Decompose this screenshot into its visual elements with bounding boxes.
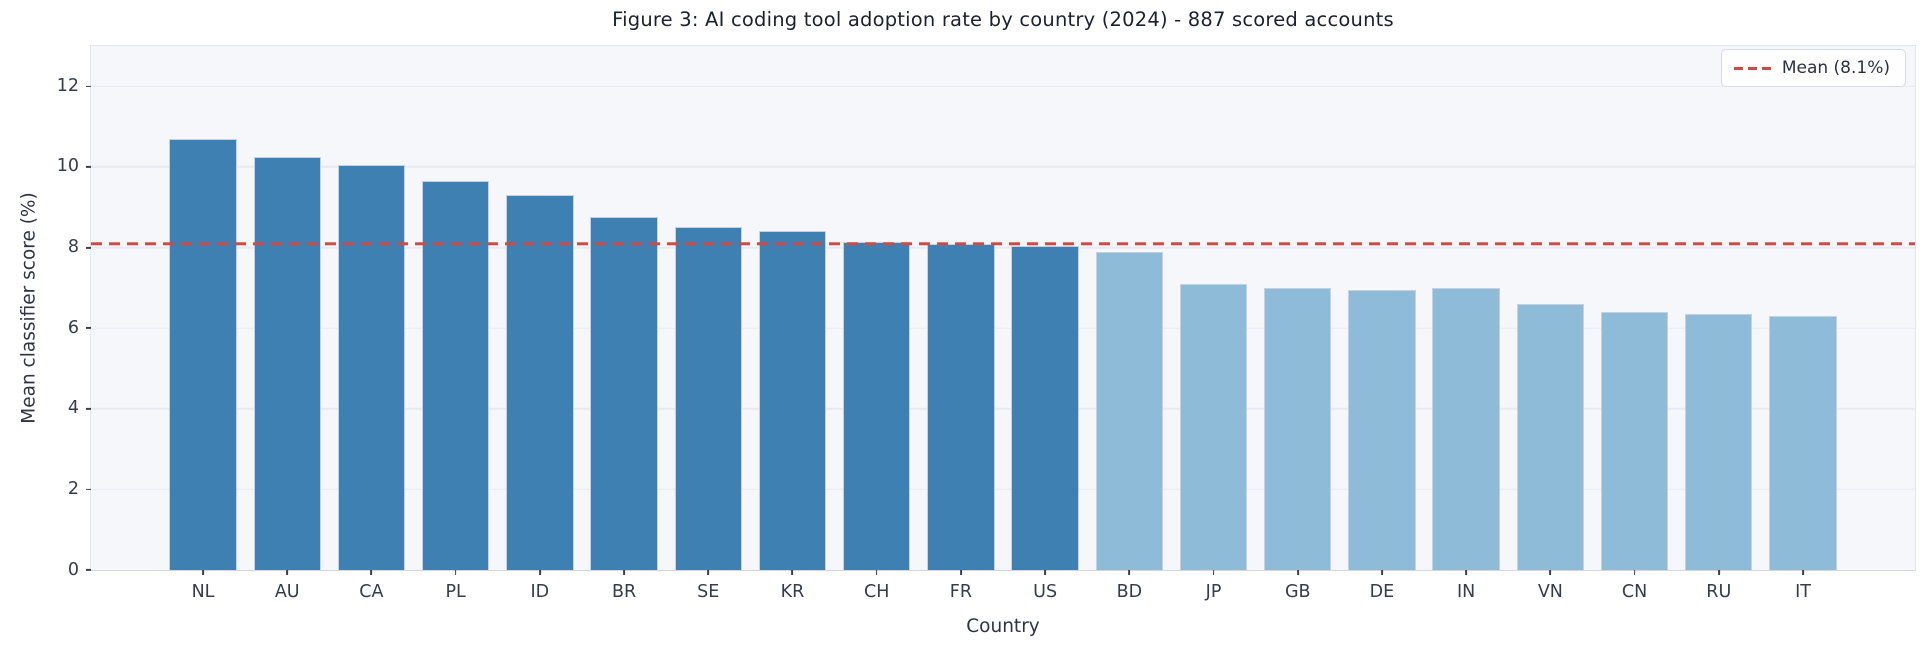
bar-BD bbox=[1095, 251, 1163, 570]
y-tick-label-12: 12 bbox=[56, 75, 79, 96]
bar-FR bbox=[927, 243, 995, 570]
x-tick-mark-BD bbox=[1128, 570, 1131, 575]
x-tick-label-GB: GB bbox=[1284, 582, 1311, 602]
x-tick-label-NL: NL bbox=[191, 582, 215, 602]
x-tick-label-DE: DE bbox=[1369, 582, 1395, 602]
chart-title: Figure 3: AI coding tool adoption rate b… bbox=[612, 8, 1394, 31]
x-tick-mark-KR bbox=[791, 570, 794, 575]
x-tick-label-KR: KR bbox=[780, 582, 805, 602]
bar-NL bbox=[169, 138, 237, 570]
y-axis-label: Mean classifier score (%) bbox=[18, 192, 40, 424]
x-tick-mark-NL bbox=[202, 570, 204, 575]
x-tick-mark-FR bbox=[959, 570, 962, 575]
y-tick-label-0: 0 bbox=[67, 559, 79, 580]
x-tick-label-IT: IT bbox=[1795, 582, 1811, 602]
bar-CN bbox=[1600, 312, 1669, 570]
x-tick-label-IN: IN bbox=[1457, 582, 1476, 602]
x-tick-label-SE: SE bbox=[697, 582, 720, 602]
bar-BR bbox=[590, 217, 658, 570]
x-tick-mark-BR bbox=[623, 570, 625, 575]
y-tick-label-8: 8 bbox=[67, 236, 79, 257]
y-tick-label-10: 10 bbox=[56, 156, 79, 177]
x-tick-label-BD: BD bbox=[1116, 582, 1143, 602]
gridline-y-4 bbox=[91, 408, 1915, 410]
x-tick-label-AU: AU bbox=[274, 582, 300, 602]
gridline-y-10 bbox=[91, 166, 1915, 168]
x-tick-label-CH: CH bbox=[863, 582, 890, 602]
bar-IT bbox=[1769, 316, 1837, 570]
x-tick-label-VN: VN bbox=[1537, 582, 1563, 602]
x-tick-mark-DE bbox=[1381, 570, 1383, 575]
x-tick-label-JP: JP bbox=[1205, 582, 1222, 602]
x-tick-mark-AU bbox=[286, 570, 289, 575]
y-tick-mark-4 bbox=[86, 407, 91, 410]
bar-AU bbox=[253, 156, 321, 570]
bar-CH bbox=[843, 241, 911, 570]
mean-reference-line bbox=[91, 242, 1915, 245]
x-tick-mark-GB bbox=[1296, 570, 1299, 575]
x-tick-mark-ID bbox=[538, 570, 541, 575]
x-tick-mark-RU bbox=[1717, 570, 1720, 575]
x-tick-label-CA: CA bbox=[359, 582, 384, 602]
bar-JP bbox=[1179, 283, 1248, 570]
x-tick-label-FR: FR bbox=[949, 582, 973, 602]
bar-US bbox=[1011, 245, 1079, 570]
bar-GB bbox=[1264, 287, 1332, 570]
bar-RU bbox=[1685, 314, 1753, 570]
gridline-y-12 bbox=[91, 85, 1915, 88]
gridline-y-2 bbox=[91, 488, 1915, 491]
gridline-y-6 bbox=[91, 327, 1915, 329]
legend-label: Mean (8.1%) bbox=[1781, 58, 1890, 78]
x-tick-label-ID: ID bbox=[530, 582, 550, 602]
y-tick-label-6: 6 bbox=[67, 317, 79, 338]
x-tick-mark-PL bbox=[454, 570, 457, 575]
x-tick-label-RU: RU bbox=[1706, 582, 1732, 602]
x-tick-mark-CN bbox=[1633, 570, 1636, 575]
x-tick-mark-IN bbox=[1465, 570, 1468, 575]
x-tick-mark-CA bbox=[370, 570, 373, 575]
bar-ID bbox=[506, 195, 574, 570]
bar-KR bbox=[758, 231, 827, 570]
x-tick-mark-CH bbox=[875, 570, 878, 575]
y-tick-label-2: 2 bbox=[67, 478, 79, 499]
bar-IN bbox=[1432, 287, 1500, 570]
y-tick-label-4: 4 bbox=[67, 398, 79, 419]
x-tick-label-PL: PL bbox=[445, 582, 466, 602]
bar-PL bbox=[421, 181, 490, 570]
bar-CA bbox=[337, 164, 406, 570]
legend: Mean (8.1%) bbox=[1720, 49, 1906, 87]
y-tick-mark-12 bbox=[86, 85, 91, 88]
x-tick-label-CN: CN bbox=[1621, 582, 1648, 602]
x-tick-mark-SE bbox=[707, 570, 710, 575]
x-tick-label-BR: BR bbox=[611, 582, 637, 602]
bar-VN bbox=[1516, 303, 1585, 570]
bar-DE bbox=[1348, 289, 1416, 570]
mean-dashed-line-icon bbox=[1733, 66, 1771, 70]
x-tick-mark-VN bbox=[1549, 570, 1552, 575]
plot-area: Mean (8.1%) Country 0 2 4 6 8 10 12 NL AU CA PL ID B… bbox=[57, 45, 1916, 637]
x-tick-mark-IT bbox=[1802, 570, 1804, 575]
x-tick-mark-US bbox=[1044, 570, 1046, 575]
y-tick-mark-2 bbox=[86, 488, 91, 491]
x-tick-mark-JP bbox=[1212, 570, 1215, 575]
y-tick-mark-8 bbox=[86, 246, 91, 249]
x-tick-label-US: US bbox=[1033, 582, 1058, 602]
gridline-y-8 bbox=[91, 246, 1915, 249]
bar-SE bbox=[674, 227, 742, 570]
x-axis-label: Country bbox=[966, 616, 1040, 637]
y-tick-mark-0 bbox=[86, 569, 91, 571]
y-tick-mark-10 bbox=[86, 166, 91, 168]
y-tick-mark-6 bbox=[86, 327, 91, 330]
